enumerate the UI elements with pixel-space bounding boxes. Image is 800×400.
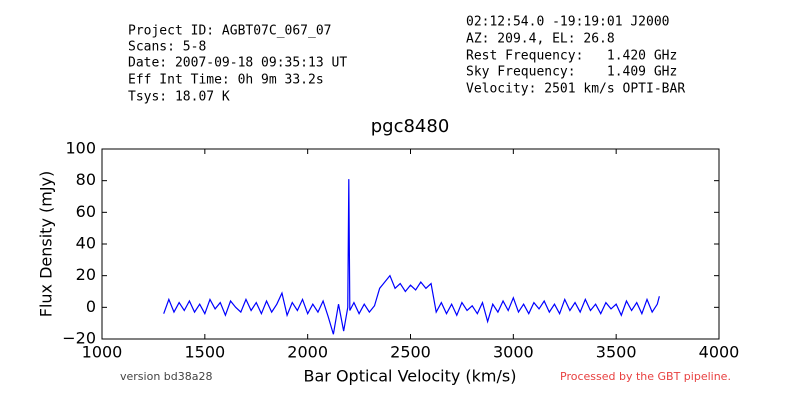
chart-title: pgc8480 <box>371 116 450 137</box>
x-tick-label: 3500 <box>596 343 637 362</box>
x-tick-label: 4000 <box>699 343 740 362</box>
header-line: Sky Frequency: 1.409 GHz <box>466 65 677 80</box>
y-tick-label: 0 <box>86 297 96 316</box>
y-tick-label: −20 <box>62 329 96 348</box>
header-line: Date: 2007-09-18 09:35:13 UT <box>128 56 347 71</box>
header-line: Scans: 5-8 <box>128 40 206 55</box>
x-tick-label: 2500 <box>390 343 431 362</box>
header-line: Velocity: 2501 km/s OPTI-BAR <box>466 82 685 97</box>
y-tick-label: 60 <box>76 202 96 221</box>
x-tick-label: 1000 <box>82 343 123 362</box>
plot-frame <box>101 148 720 340</box>
y-axis-label: Flux Density (mJy) <box>37 171 56 318</box>
x-tick-label: 3000 <box>493 343 534 362</box>
y-tick-label: 20 <box>76 265 96 284</box>
y-tick-label: 80 <box>76 170 96 189</box>
spectrum-line <box>163 179 660 335</box>
header-line: Eff Int Time: 0h 9m 33.2s <box>128 73 324 88</box>
header-line: Rest Frequency: 1.420 GHz <box>466 49 677 64</box>
x-tick-label: 1500 <box>184 343 225 362</box>
header-line: 02:12:54.0 -19:19:01 J2000 <box>466 15 670 30</box>
y-tick-label: 40 <box>76 234 96 253</box>
y-tick-label: 100 <box>65 139 96 158</box>
header-line: AZ: 209.4, EL: 26.8 <box>466 32 615 47</box>
x-axis-label: Bar Optical Velocity (km/s) <box>304 367 517 386</box>
header-line: Tsys: 18.07 K <box>128 90 230 105</box>
header-line: Project ID: AGBT07C_067_07 <box>128 24 332 39</box>
pipeline-note: Processed by the GBT pipeline. <box>560 370 731 383</box>
x-tick-label: 2000 <box>287 343 328 362</box>
version-note: version bd38a28 <box>120 370 213 383</box>
